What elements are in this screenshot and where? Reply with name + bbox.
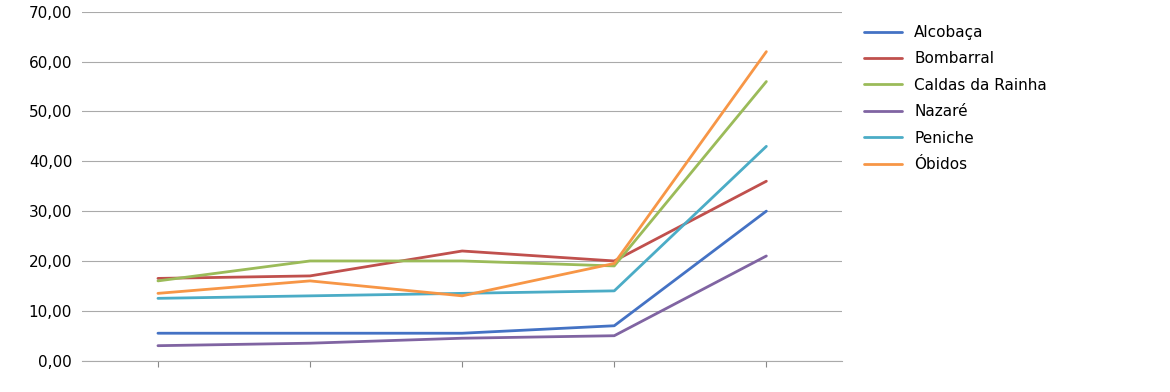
Line: Alcobaça: Alcobaça <box>158 211 766 333</box>
Peniche <box>151 296 165 301</box>
Legend: Alcobaça, Bombarral, Caldas da Rainha, Nazaré, Peniche, Óbidos: Alcobaça, Bombarral, Caldas da Rainha, N… <box>858 19 1053 178</box>
Nazaré <box>303 341 317 346</box>
Peniche <box>759 144 773 149</box>
Caldas da Rainha <box>151 279 165 283</box>
Peniche <box>607 289 621 293</box>
Caldas da Rainha <box>303 259 317 263</box>
Óbidos <box>759 49 773 54</box>
Line: Nazaré: Nazaré <box>158 256 766 346</box>
Óbidos <box>455 294 469 298</box>
Bombarral <box>607 259 621 263</box>
Óbidos <box>303 279 317 283</box>
Caldas da Rainha <box>759 79 773 84</box>
Óbidos <box>607 261 621 266</box>
Alcobaça <box>151 331 165 336</box>
Line: Caldas da Rainha: Caldas da Rainha <box>158 82 766 281</box>
Caldas da Rainha <box>455 259 469 263</box>
Bombarral <box>759 179 773 183</box>
Alcobaça <box>759 209 773 214</box>
Bombarral <box>455 249 469 253</box>
Nazaré <box>455 336 469 341</box>
Bombarral <box>303 274 317 278</box>
Peniche <box>303 294 317 298</box>
Line: Bombarral: Bombarral <box>158 181 766 278</box>
Óbidos <box>151 291 165 296</box>
Bombarral <box>151 276 165 281</box>
Nazaré <box>607 333 621 338</box>
Line: Óbidos: Óbidos <box>158 52 766 296</box>
Peniche <box>455 291 469 296</box>
Nazaré <box>759 254 773 258</box>
Alcobaça <box>607 323 621 328</box>
Line: Peniche: Peniche <box>158 146 766 298</box>
Caldas da Rainha <box>607 263 621 268</box>
Alcobaça <box>455 331 469 336</box>
Alcobaça <box>303 331 317 336</box>
Nazaré <box>151 343 165 348</box>
